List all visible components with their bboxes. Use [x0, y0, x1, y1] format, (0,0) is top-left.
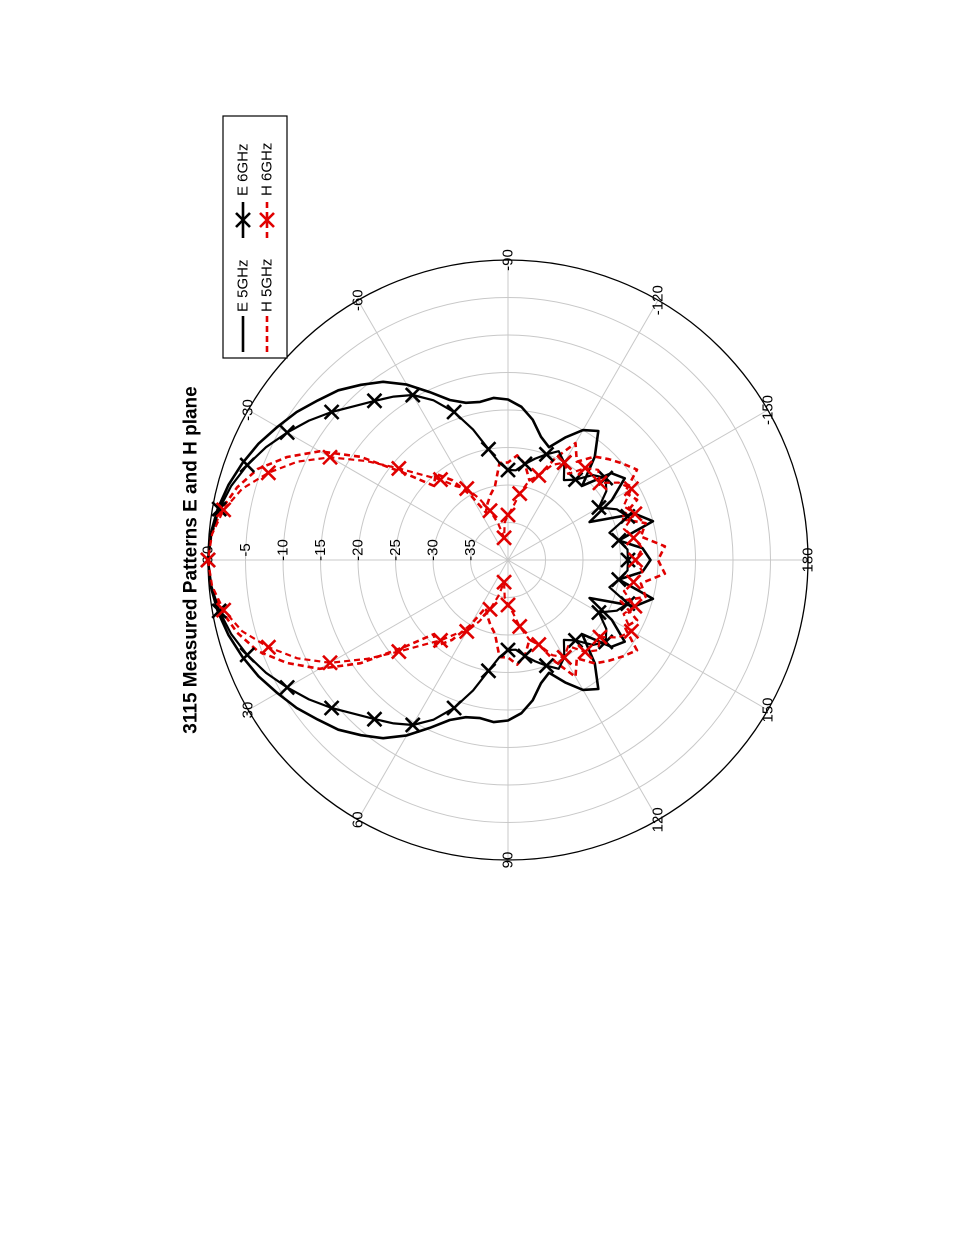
series-marker: [215, 602, 232, 619]
series-marker: [279, 679, 296, 696]
series-marker: [530, 636, 547, 653]
series-marker: [390, 460, 407, 477]
series-marker: [432, 471, 449, 488]
series-marker: [215, 501, 232, 518]
series-marker: [322, 654, 338, 671]
angular-tick-label: 90: [500, 852, 517, 869]
legend-marker: [235, 212, 251, 228]
series-marker: [458, 623, 475, 640]
series-marker: [500, 597, 516, 613]
radial-tick-label: -15: [312, 539, 329, 561]
angular-tick-label: -90: [500, 249, 517, 271]
radial-tick-label: -30: [425, 539, 442, 561]
series-marker: [556, 454, 573, 471]
legend: E 5GHz H 5GHz E 6GHz H 6GHz: [222, 115, 288, 359]
series-marker: [480, 662, 497, 679]
series-marker: [211, 501, 228, 517]
angular-tick-label: -150: [759, 395, 776, 425]
series-marker: [577, 460, 594, 476]
series-marker: [260, 464, 277, 481]
series-marker: [591, 604, 607, 621]
series-marker: [260, 639, 277, 656]
series-marker: [567, 471, 584, 488]
series-marker: [556, 649, 573, 666]
series-marker: [500, 462, 516, 478]
series-marker: [446, 404, 463, 420]
series-marker: [625, 529, 642, 546]
series-marker: [458, 480, 475, 497]
series-marker: [482, 502, 498, 519]
series-marker: [511, 618, 528, 635]
radial-tick-label: -35: [462, 539, 479, 561]
series-marker: [625, 574, 642, 591]
series-marker: [577, 644, 594, 660]
legend-box: [222, 115, 288, 359]
legend-label: H 5GHz: [259, 259, 276, 312]
series-marker: [567, 632, 584, 649]
series-marker: [446, 700, 463, 716]
series-marker: [200, 552, 216, 568]
series-marker: [610, 571, 627, 588]
series-marker: [279, 424, 296, 441]
series-marker: [610, 532, 627, 549]
series-marker: [496, 574, 513, 591]
radial-tick-label: -25: [387, 539, 404, 561]
series-marker: [517, 456, 533, 472]
series-marker: [496, 529, 513, 546]
grid-spoke: [507, 559, 769, 711]
grid-spoke: [507, 409, 769, 561]
series-marker: [500, 507, 516, 523]
plot-area: 0 -5 -10 -15 -20 -25 -30 -350306090120150180-15…: [200, 249, 817, 868]
series-marker: [511, 485, 528, 502]
radial-tick-label: -5: [237, 543, 254, 556]
angular-tick-label: -60: [350, 289, 367, 311]
series-marker: [538, 446, 555, 463]
angular-tick-label: 60: [350, 811, 367, 828]
angular-tick-label: 150: [759, 697, 776, 722]
series-marker: [480, 441, 497, 458]
series-marker: [591, 499, 607, 516]
radial-tick-label: -10: [275, 539, 292, 561]
series-marker: [626, 598, 643, 615]
series-marker: [390, 643, 407, 660]
chart-title: 3115 Measured Patterns E and H plane: [181, 386, 202, 733]
series-marker: [323, 700, 340, 716]
legend-marker: [259, 212, 275, 228]
series-marker: [404, 387, 421, 403]
series-marker: [530, 467, 547, 484]
series-marker: [323, 404, 340, 420]
series-marker: [592, 474, 608, 491]
legend-label: H 6GHz: [259, 143, 276, 196]
series-marker: [322, 449, 338, 466]
series-marker: [623, 623, 640, 640]
series-marker: [627, 552, 644, 568]
grid-spoke: [357, 559, 509, 821]
series-marker: [517, 648, 533, 664]
series-marker: [366, 711, 383, 728]
series-marker: [211, 603, 228, 619]
angular-tick-label: -30: [240, 399, 257, 421]
series-marker: [239, 457, 256, 474]
series-marker: [366, 392, 383, 409]
series-marker: [404, 717, 421, 733]
angular-tick-label: -120: [650, 285, 667, 315]
series-marker: [626, 505, 643, 522]
angular-tick-label: 180: [800, 547, 817, 572]
series-marker: [592, 629, 608, 646]
series-marker: [432, 632, 449, 649]
legend-label: E 5GHz: [235, 259, 252, 312]
series-marker: [623, 480, 640, 497]
series-line: [206, 441, 667, 679]
series-marker: [538, 657, 555, 674]
series-line: [206, 380, 655, 740]
series-marker: [239, 646, 256, 663]
radial-tick-label: -20: [350, 539, 367, 561]
series-marker: [482, 601, 498, 618]
series-marker: [500, 642, 516, 658]
legend-label: E 6GHz: [235, 143, 252, 196]
angular-tick-label: 120: [650, 807, 667, 832]
angular-tick-label: 30: [240, 702, 257, 719]
grid-spoke: [357, 299, 509, 561]
